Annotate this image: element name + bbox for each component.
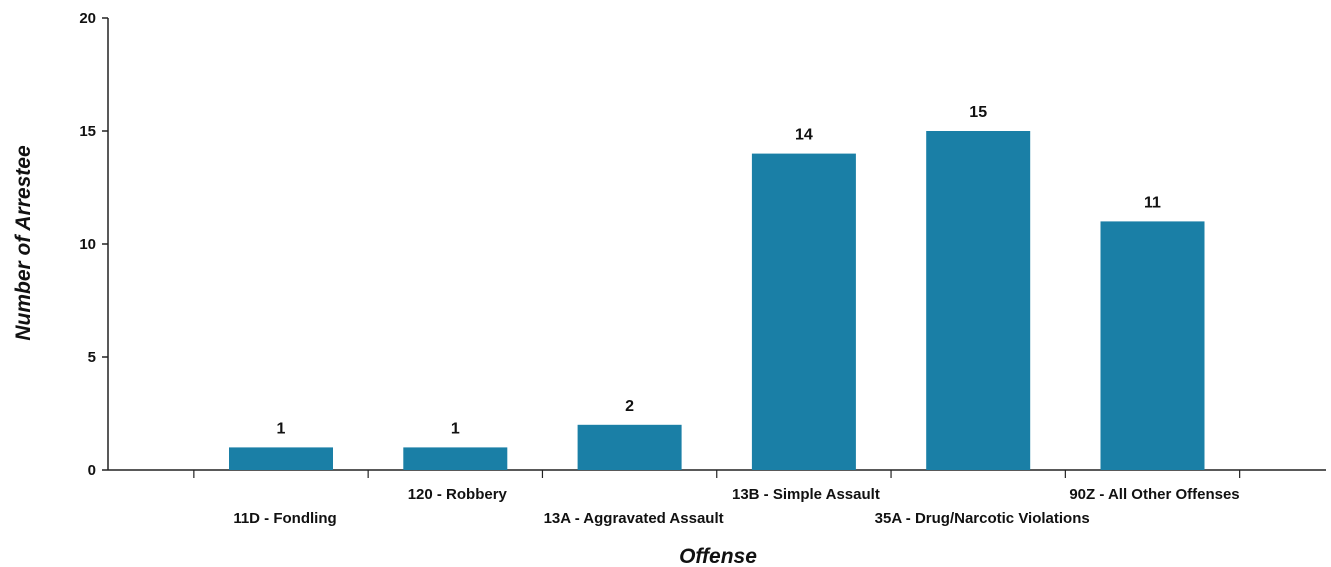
x-category-label: 13A - Aggravated Assault [544, 510, 724, 527]
bars [229, 131, 1205, 470]
x-category-label: 35A - Drug/Narcotic Violations [875, 510, 1090, 527]
x-category-label: 90Z - All Other Offenses [1069, 486, 1239, 503]
bar [1100, 221, 1205, 470]
bar [229, 447, 333, 470]
data-label: 14 [795, 127, 813, 144]
y-tick-label: 15 [79, 123, 96, 140]
data-label: 1 [451, 420, 460, 437]
y-axis-title: Number of Arrestee [12, 145, 35, 341]
y-tick-label: 5 [88, 349, 96, 366]
data-label: 15 [969, 104, 987, 121]
bar [926, 131, 1031, 470]
data-label: 11 [1144, 194, 1161, 211]
x-axis [108, 469, 1326, 478]
y-tick-label: 20 [79, 10, 96, 27]
x-axis-title: Offense [679, 545, 757, 567]
bar [751, 153, 856, 470]
x-category-label: 11D - Fondling [233, 510, 336, 527]
y-tick-label: 10 [79, 236, 96, 253]
bar [577, 424, 682, 470]
data-label: 2 [625, 398, 634, 415]
x-category-label: 13B - Simple Assault [732, 486, 880, 503]
data-label: 1 [277, 420, 286, 437]
x-category-label: 120 - Robbery [408, 486, 508, 503]
bar [403, 447, 508, 470]
category-labels: 11D - Fondling 120 - Robbery 13A - Aggrava… [233, 486, 1239, 527]
y-tick-label: 0 [88, 462, 96, 479]
y-axis: 0 5 10 15 20 [79, 10, 109, 479]
